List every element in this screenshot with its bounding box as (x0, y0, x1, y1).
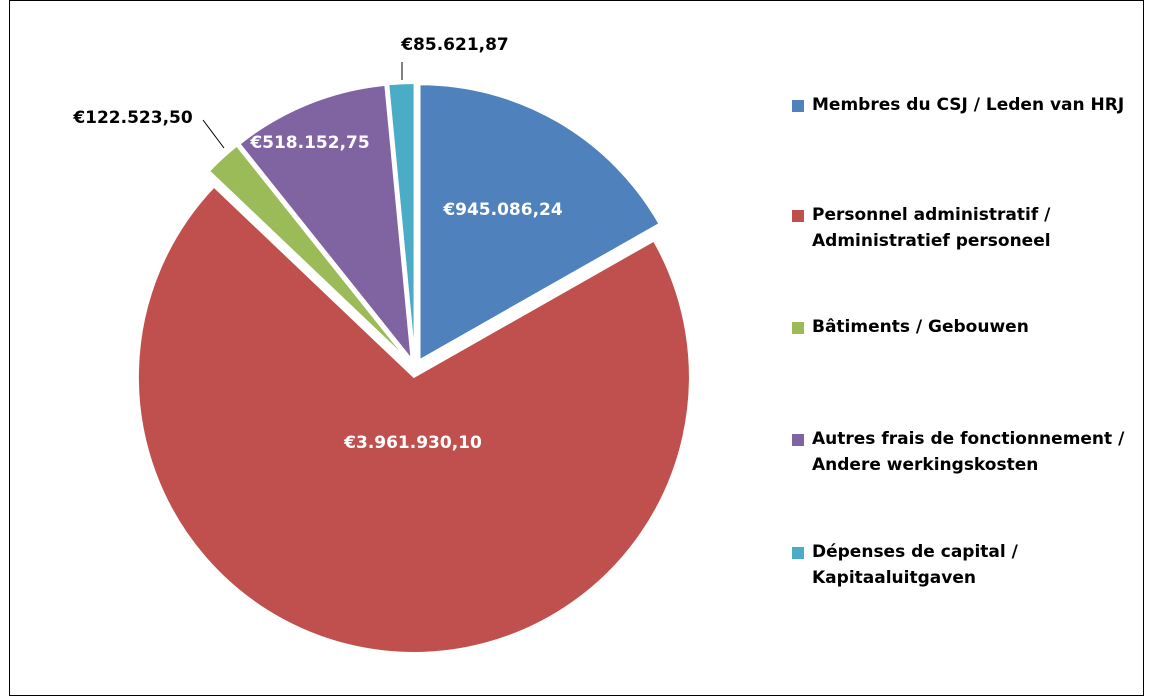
legend-label: Membres du CSJ / Leden van HRJ (812, 95, 1125, 115)
data-label: €518.152,75 (249, 133, 369, 153)
legend-item: Autres frais de fonctionnement / Andere … (792, 426, 1137, 478)
legend-label: Dépenses de capital / Kapitaaluitgaven (812, 542, 1018, 588)
data-label: €85.621,87 (400, 35, 509, 55)
pie-slice (207, 144, 410, 363)
pie-slice (418, 83, 661, 362)
data-label: €3.961.930,10 (343, 433, 482, 453)
legend-label: Autres frais de fonctionnement / Andere … (812, 429, 1125, 475)
legend-item: Membres du CSJ / Leden van HRJ (792, 92, 1137, 118)
legend-swatch (792, 100, 804, 112)
data-label: €122.523,50 (72, 108, 193, 128)
data-label: €945.086,24 (442, 200, 563, 220)
legend-label: Personnel administratif / Administratief… (812, 205, 1051, 251)
legend-swatch (792, 547, 804, 559)
legend-swatch (792, 322, 804, 334)
legend-item: Dépenses de capital / Kapitaaluitgaven (792, 539, 1137, 591)
pie-slice (136, 185, 691, 654)
legend-swatch (792, 434, 804, 446)
pie-slice (238, 83, 413, 363)
legend-item: Bâtiments / Gebouwen (792, 314, 1137, 340)
leader-line (202, 119, 225, 149)
legend-label: Bâtiments / Gebouwen (812, 317, 1029, 337)
legend-item: Personnel administratif / Administratief… (792, 202, 1137, 254)
legend-swatch (792, 210, 804, 222)
chart-border (9, 0, 1144, 696)
pie-slice (387, 82, 416, 360)
